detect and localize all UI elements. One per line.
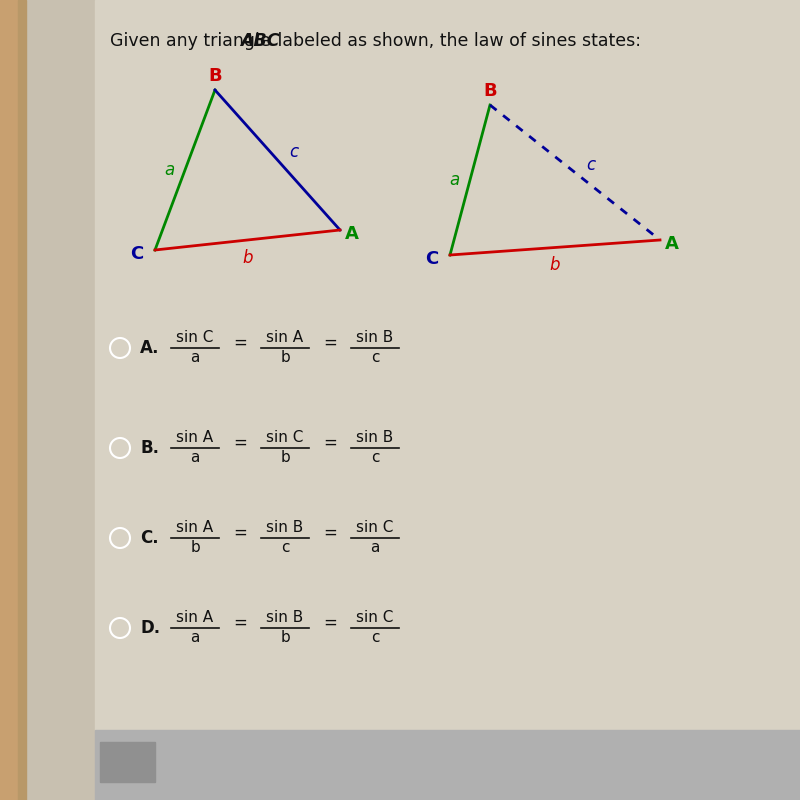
Text: b: b (190, 540, 200, 555)
Text: A: A (665, 235, 679, 253)
Text: Given any triangle: Given any triangle (110, 32, 276, 50)
Text: sin A: sin A (266, 330, 303, 345)
Text: a: a (370, 540, 380, 555)
Text: =: = (323, 524, 337, 542)
Text: c: c (586, 155, 595, 174)
Text: sin B: sin B (356, 330, 394, 345)
Text: ABC: ABC (240, 32, 279, 50)
Text: sin B: sin B (356, 430, 394, 445)
Text: sin A: sin A (177, 520, 214, 535)
Text: labeled as shown, the law of sines states:: labeled as shown, the law of sines state… (272, 32, 641, 50)
Text: =: = (323, 614, 337, 632)
Text: sin A: sin A (177, 430, 214, 445)
Text: c: c (289, 143, 298, 161)
Bar (95, 0, 800, 730)
Text: B: B (208, 67, 222, 85)
Text: =: = (233, 334, 247, 352)
Text: c: c (281, 540, 290, 555)
Bar (18, 0, 26, 800)
Text: b: b (242, 249, 253, 267)
Text: D.: D. (140, 619, 160, 637)
Text: sin C: sin C (356, 520, 394, 535)
Text: sin B: sin B (266, 610, 304, 625)
Text: =: = (233, 524, 247, 542)
Text: C.: C. (140, 529, 158, 547)
Text: c: c (370, 350, 379, 365)
Text: a: a (190, 350, 200, 365)
Text: B: B (483, 82, 497, 100)
Text: c: c (370, 630, 379, 645)
Text: c: c (370, 450, 379, 465)
Text: b: b (280, 350, 290, 365)
Text: =: = (323, 334, 337, 352)
Bar (0, 0, 18, 800)
Text: A.: A. (140, 339, 159, 357)
Bar (100, 742, 155, 782)
Text: sin C: sin C (266, 430, 304, 445)
Bar (95, 730, 800, 800)
Text: B.: B. (140, 439, 159, 457)
Text: =: = (323, 434, 337, 452)
Text: =: = (233, 434, 247, 452)
Text: b: b (550, 257, 560, 274)
Text: C: C (426, 250, 438, 268)
Text: a: a (164, 161, 174, 179)
Text: a: a (190, 450, 200, 465)
Text: sin B: sin B (266, 520, 304, 535)
Text: sin C: sin C (176, 330, 214, 345)
Text: a: a (449, 171, 459, 189)
Text: b: b (280, 450, 290, 465)
Text: A: A (345, 225, 359, 243)
Text: sin A: sin A (177, 610, 214, 625)
Text: sin C: sin C (356, 610, 394, 625)
Text: b: b (280, 630, 290, 645)
Text: C: C (130, 245, 144, 263)
Text: a: a (190, 630, 200, 645)
Text: =: = (233, 614, 247, 632)
